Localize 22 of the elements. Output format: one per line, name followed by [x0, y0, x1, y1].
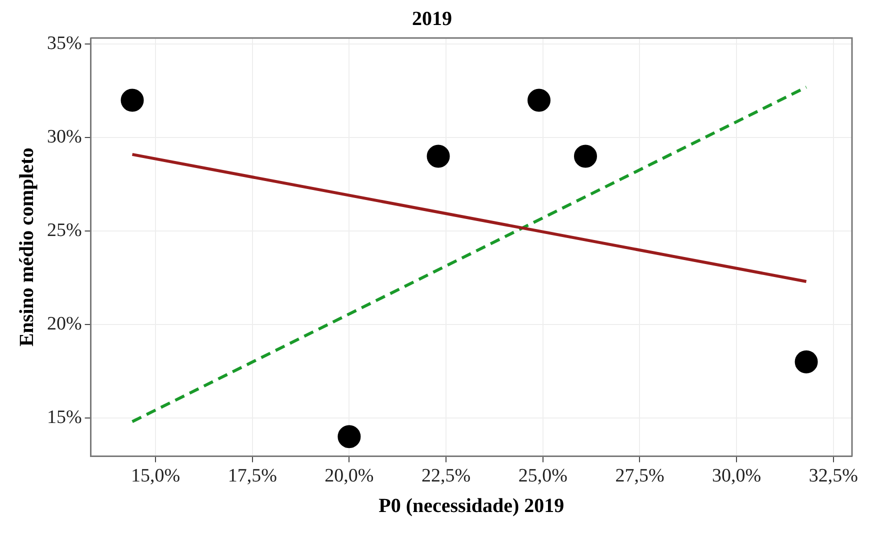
y-tick-label: 20% [47, 313, 82, 334]
y-tick-label: 25% [47, 220, 82, 242]
point [426, 144, 450, 168]
x-tick-label: 15,0% [130, 466, 180, 487]
point [120, 88, 144, 112]
x-tick-label: 32,5% [808, 466, 858, 487]
x-tick-label: 30,0% [712, 466, 762, 487]
x-tick-label: 22,5% [422, 466, 471, 487]
point [528, 88, 551, 112]
y-axis-title: Ensino médio completo [16, 148, 38, 347]
x-tick-label: 25,0% [518, 466, 568, 487]
y-tick-label: 35% [47, 33, 82, 54]
x-axis-title: P0 (necessidade) 2019 [378, 495, 564, 518]
y-tick-label: 30% [47, 126, 82, 148]
x-tick-label: 17,5% [228, 466, 278, 487]
point [794, 350, 818, 374]
x-tick-label: 27,5% [615, 466, 664, 487]
x-tick-label: 20,0% [324, 466, 374, 487]
y-tick-label: 15% [47, 406, 82, 428]
point [574, 144, 597, 168]
chart-title: 2019 [412, 8, 452, 30]
point [338, 425, 361, 448]
